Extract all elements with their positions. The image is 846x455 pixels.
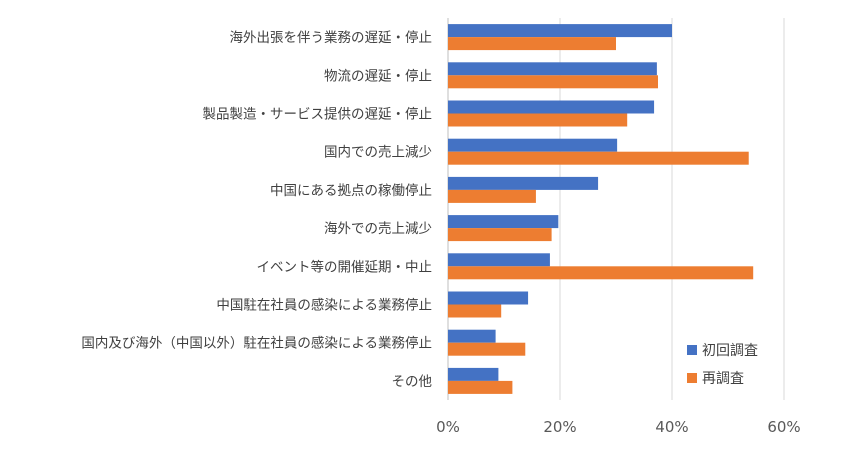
bar-resurvey (448, 228, 552, 242)
bar-initial-survey (448, 62, 657, 76)
x-tick-label: 20% (543, 418, 576, 436)
bar-resurvey (448, 189, 536, 203)
bar-resurvey (448, 304, 502, 318)
bar-resurvey (448, 380, 513, 394)
bars (448, 24, 754, 394)
x-tick-labels: 0% 20% 40% 60% (436, 418, 801, 436)
legend-label: 初回調査 (702, 342, 758, 359)
x-tick-label: 40% (655, 418, 688, 436)
bar-resurvey (448, 75, 658, 89)
category-label: 国内での売上減少 (324, 144, 432, 161)
category-label: 中国にある拠点の稼働停止 (270, 182, 432, 199)
legend-swatch (687, 373, 697, 383)
bar-initial-survey (448, 215, 559, 229)
bar-initial-survey (448, 176, 599, 190)
bar-resurvey (448, 266, 754, 280)
bar-resurvey (448, 151, 749, 165)
category-label: 国内及び海外（中国以外）駐在社員の感染による業務停止 (81, 335, 432, 352)
bar-initial-survey (448, 253, 550, 267)
category-label: 中国駐在社員の感染による業務停止 (216, 297, 432, 314)
bar-resurvey (448, 37, 616, 51)
bar-resurvey (448, 342, 526, 356)
category-label: 物流の遅延・停止 (324, 67, 432, 84)
legend-label: 再調査 (702, 371, 744, 387)
category-label: イベント等の開催延期・中止 (257, 258, 433, 275)
x-tick-label: 60% (767, 418, 800, 436)
category-label: 製品製造・サービス提供の遅延・停止 (203, 106, 433, 123)
category-label: 海外での売上減少 (324, 220, 432, 237)
bar-initial-survey (448, 291, 529, 305)
category-label: その他 (392, 374, 433, 390)
bar-initial-survey (448, 367, 499, 381)
category-label: 海外出張を伴う業務の遅延・停止 (230, 29, 433, 46)
x-tick-label: 0% (436, 418, 460, 436)
bar-resurvey (448, 113, 628, 127)
bar-initial-survey (448, 138, 618, 152)
legend-swatch (687, 345, 697, 355)
bar-initial-survey (448, 100, 655, 114)
bar-initial-survey (448, 24, 672, 38)
bar-initial-survey (448, 329, 496, 343)
category-labels: 海外出張を伴う業務の遅延・停止物流の遅延・停止製品製造・サービス提供の遅延・停止… (81, 29, 432, 390)
